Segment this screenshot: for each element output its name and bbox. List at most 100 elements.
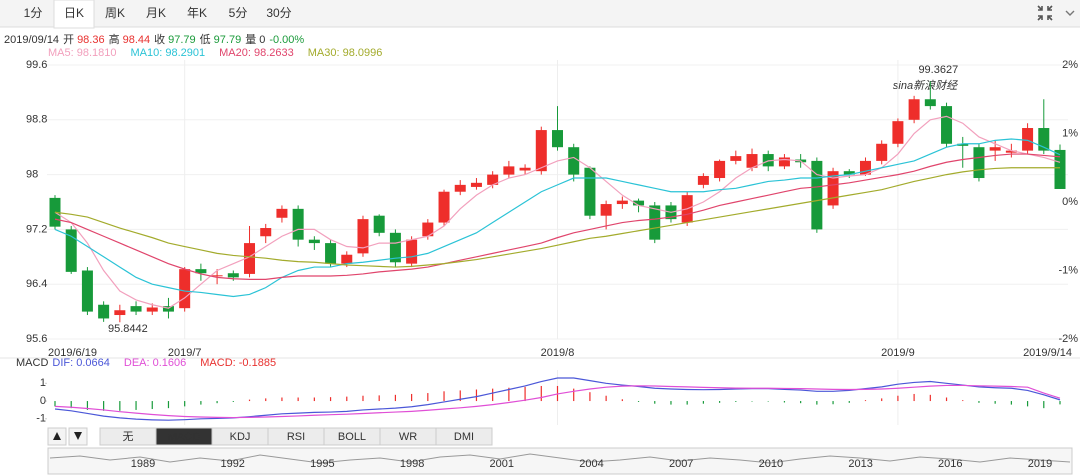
macd-bar [119, 401, 121, 411]
candle-body [876, 143, 888, 161]
candle-body [373, 215, 385, 233]
ma-line [54, 153, 1061, 281]
legend-entry: DIF: 0.0664 [52, 357, 109, 369]
time-tab[interactable]: 周K [105, 6, 125, 20]
y2-tick-label: -1% [1058, 264, 1078, 276]
navigator[interactable] [47, 447, 1073, 475]
macd-bar [346, 396, 348, 402]
indicator-tab-bg[interactable] [435, 427, 493, 446]
candle-body [1054, 149, 1066, 189]
time-tab[interactable]: 5分 [229, 6, 248, 20]
time-tab[interactable]: 月K [146, 6, 166, 20]
macd-bar [945, 397, 948, 402]
y-tick-label: 0 [40, 395, 46, 407]
indicator-tab[interactable]: BOLL [338, 431, 366, 443]
macd-bar [508, 387, 510, 402]
macd-bar [86, 401, 89, 410]
y-tick-label: 98.8 [26, 114, 47, 126]
x-tick-label: 2019/6/19 [48, 347, 97, 359]
navigator-year: 1989 [131, 458, 155, 470]
candle-body [276, 208, 288, 218]
macd-bar [1059, 401, 1061, 405]
candle-body [325, 243, 337, 264]
candle-body [81, 270, 93, 312]
y-tick-label: -1 [36, 413, 46, 425]
high-annotation: 99.3627 [918, 64, 958, 76]
quote-field-label: 量 [245, 33, 256, 46]
candle-body [811, 160, 823, 230]
candle-body [746, 154, 758, 168]
candle-body [584, 167, 596, 216]
macd-bar [654, 401, 656, 404]
candle-body [65, 229, 77, 272]
y2-tick-label: -2% [1058, 333, 1078, 345]
macd-line [54, 377, 1061, 421]
candle-body [941, 106, 953, 144]
indicator-tab[interactable]: RSI [287, 431, 305, 443]
macd-bar [881, 398, 883, 402]
macd-bar [767, 401, 769, 402]
macd-bar [216, 401, 218, 404]
quote-field-label: 高 [109, 32, 120, 46]
indicator-tab[interactable]: DMI [454, 431, 474, 443]
macd-bar [962, 400, 964, 402]
macd-bar [783, 401, 786, 403]
quote-field-value: 97.79 [214, 34, 242, 46]
candle-body [292, 208, 304, 240]
compress-icon[interactable] [1037, 5, 1053, 21]
indicator-tab[interactable]: MACD [168, 431, 200, 443]
candle-body [308, 239, 320, 244]
watermark: sina新浪财经 [893, 79, 958, 92]
legend-entry: MA10: 98.2901 [131, 47, 206, 59]
candle-body [519, 167, 531, 171]
candle-body [341, 254, 353, 264]
macd-bar [313, 397, 315, 402]
indicator-tab[interactable]: WR [399, 431, 417, 443]
macd-bar [200, 401, 202, 405]
tab-bar [0, 0, 1080, 27]
macd-bar [751, 401, 753, 402]
legend-entry: MA20: 98.2633 [219, 47, 294, 59]
y-tick-label: 96.4 [26, 278, 47, 290]
macd-bar [443, 391, 445, 402]
quote-field-value: 0 [259, 34, 265, 46]
candle-body [973, 147, 985, 179]
time-tab[interactable]: 年K [187, 6, 207, 20]
macd-bar [994, 401, 996, 404]
icon-stroke [1047, 15, 1053, 21]
indicator-tab[interactable]: KDJ [230, 431, 251, 443]
quote-field-label: 低 [200, 33, 211, 46]
candle-body [827, 171, 839, 206]
candle-body [98, 304, 110, 319]
icon-stroke [1047, 5, 1053, 11]
candle-body [195, 269, 207, 274]
indicator-tab[interactable]: 无 [123, 431, 134, 443]
quote-date: 2019/09/14 [4, 34, 59, 46]
navigator-year: 2001 [490, 458, 514, 470]
x-tick-label: 2019/7 [168, 347, 202, 359]
macd-bar [103, 401, 105, 411]
quote-field-value: 98.36 [77, 34, 105, 46]
macd-bar [540, 385, 542, 402]
candle-body [924, 99, 936, 107]
macd-bar [167, 401, 170, 409]
low-annotation: 95.8442 [108, 323, 148, 335]
ma-legend: MA5: 98.1810 MA10: 98.2901 MA20: 98.2633 MA… [48, 47, 382, 59]
y-tick-label: 97.2 [26, 223, 47, 235]
time-tab[interactable]: 日K [64, 6, 84, 20]
time-tab[interactable]: 30分 [266, 6, 291, 20]
candle-body [730, 156, 742, 161]
candle-body [422, 222, 434, 237]
candle-body [892, 121, 904, 144]
macd-bar [232, 401, 234, 402]
macd-bar [718, 401, 721, 403]
icon-stroke [1037, 5, 1043, 11]
time-tab[interactable]: 1分 [24, 6, 43, 20]
candle-body [146, 307, 158, 312]
dropdown-icon[interactable] [1065, 10, 1075, 16]
candle-body [1038, 128, 1050, 151]
macd-bar [297, 397, 299, 402]
macd-bar [281, 397, 283, 402]
x-tick-label: 2019/9 [881, 347, 915, 359]
macd-bar [686, 401, 688, 405]
